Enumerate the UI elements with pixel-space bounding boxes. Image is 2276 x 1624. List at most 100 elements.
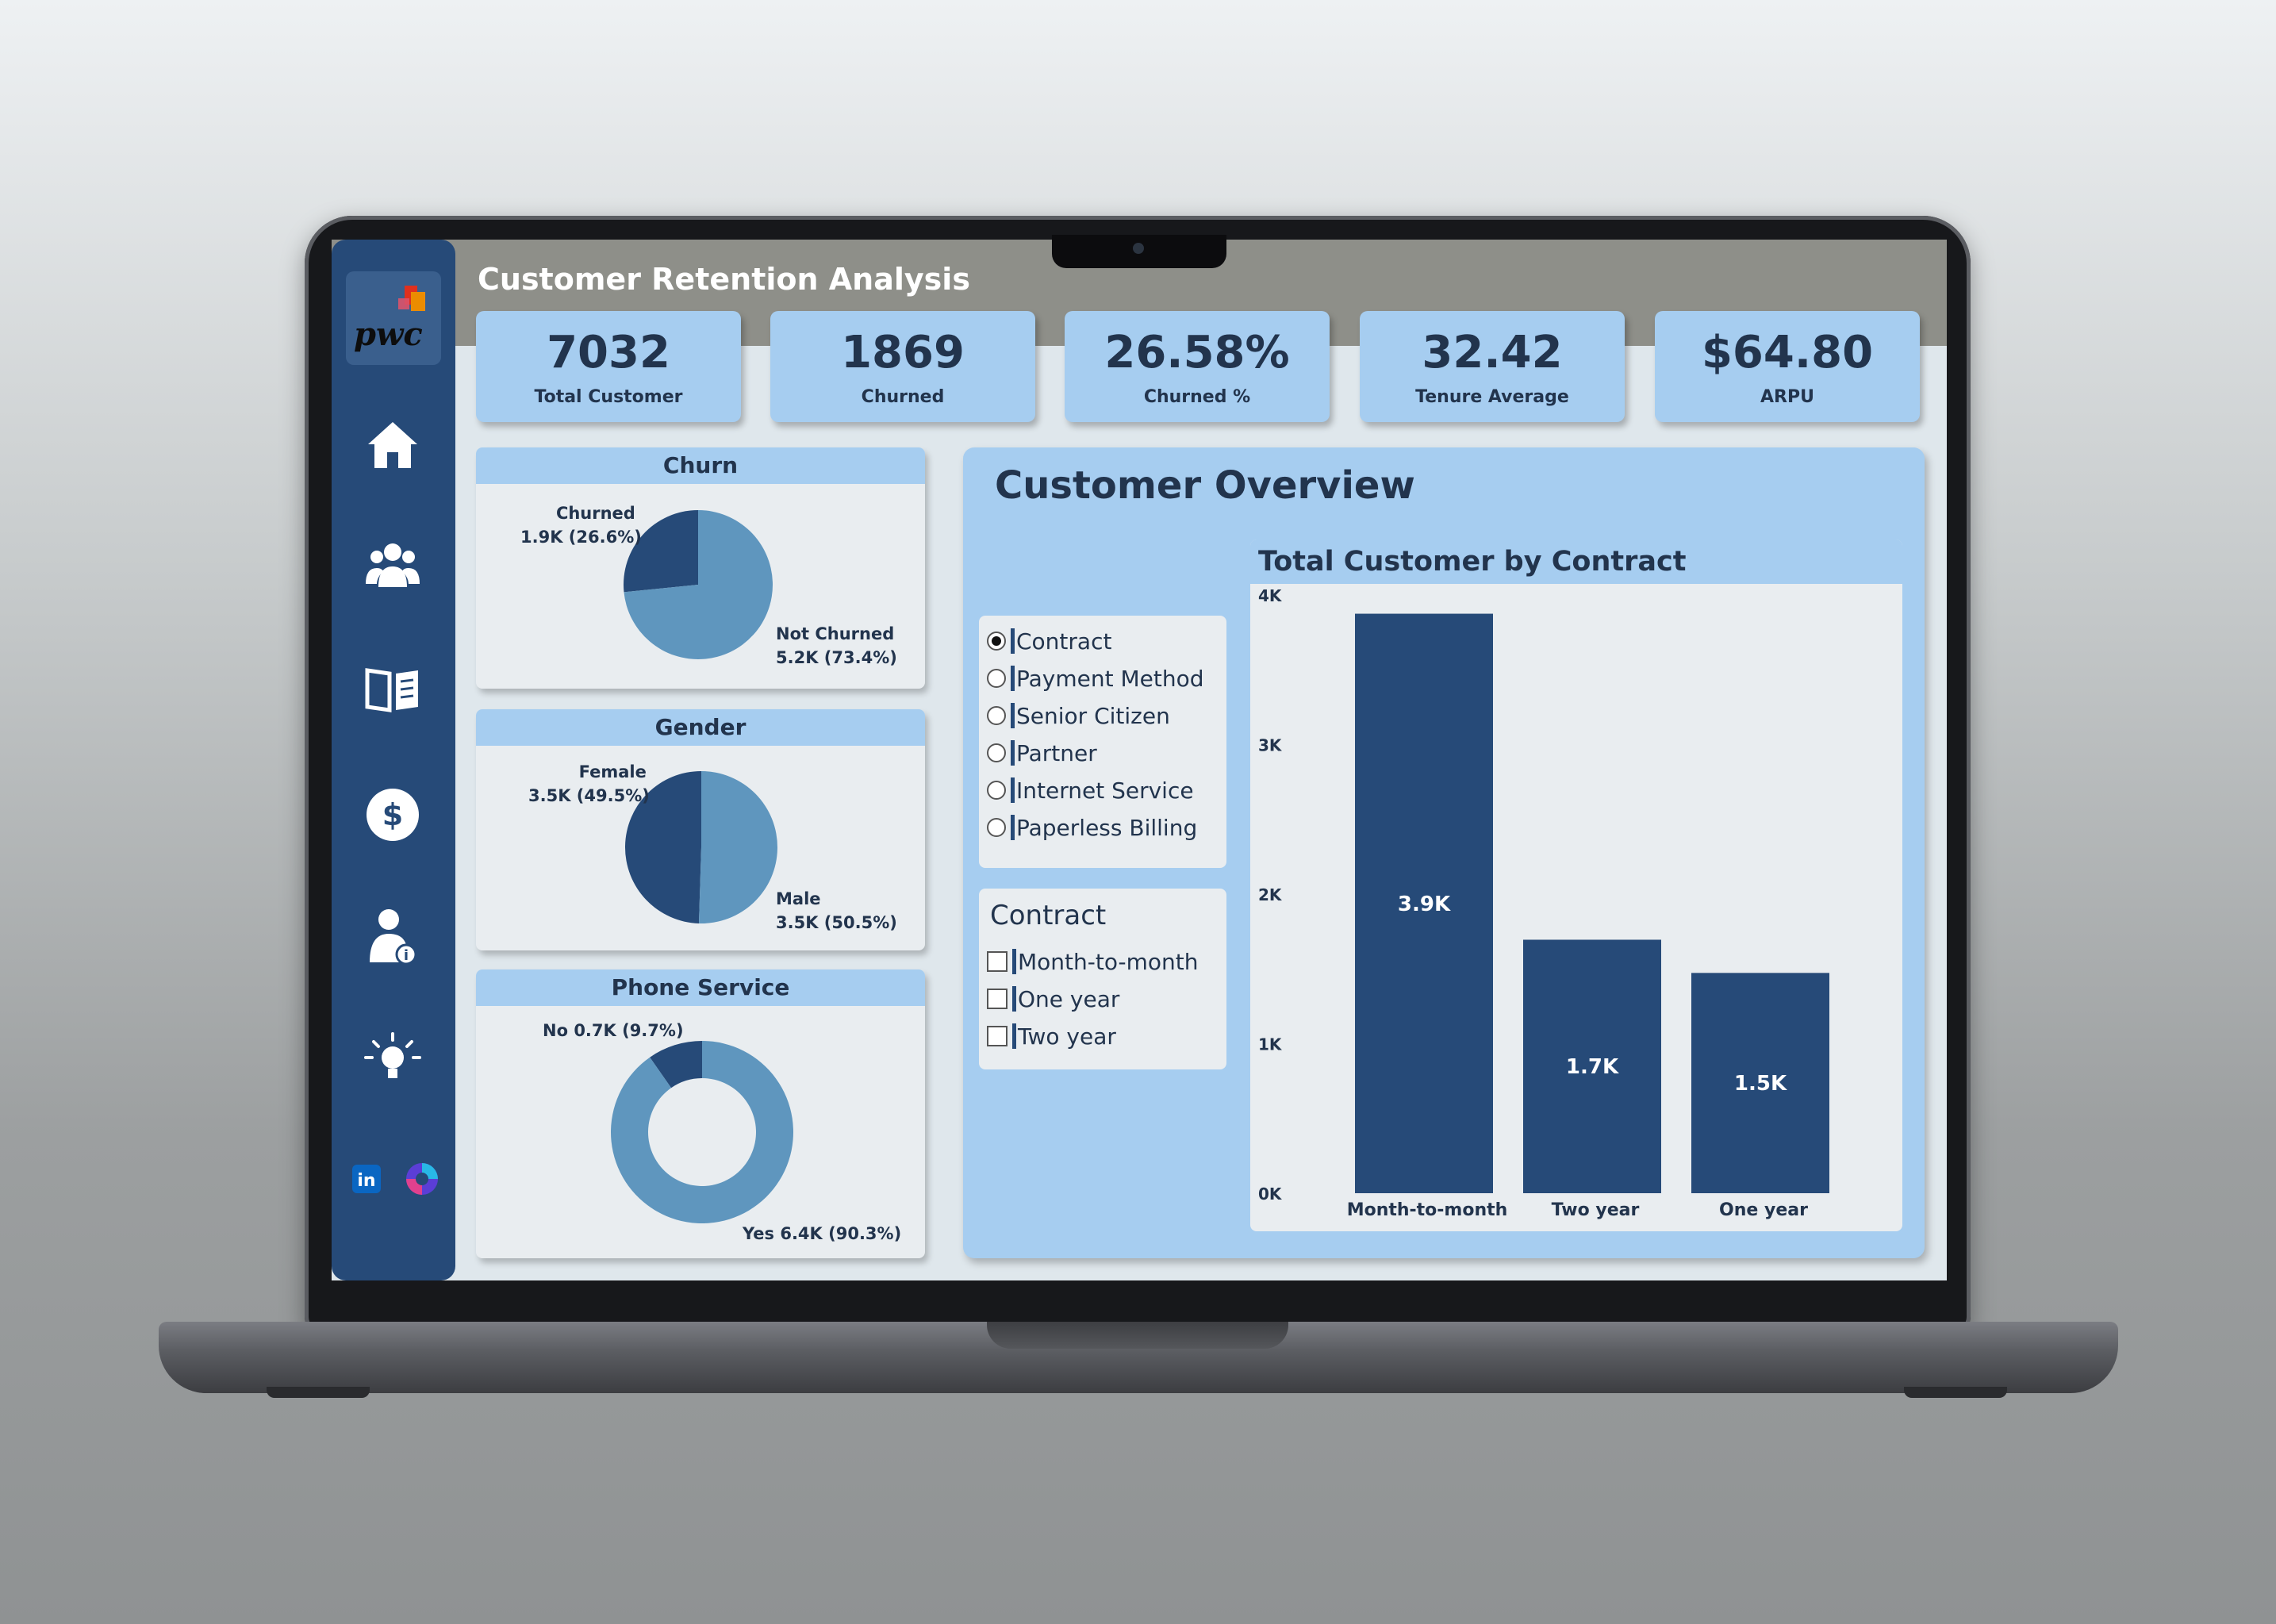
checkbox[interactable] xyxy=(987,989,1008,1009)
kpi-tenure-average: 32.42 Tenure Average xyxy=(1360,311,1625,422)
churn-label-not-churned: Not Churned 5.2K (73.4%) xyxy=(776,622,897,670)
phone-service-donut-chart[interactable] xyxy=(609,1033,795,1231)
bar-data-label: 1.5K xyxy=(1734,1072,1787,1096)
pie-slice-churned[interactable] xyxy=(624,510,698,593)
kpi-label: Total Customer xyxy=(534,387,683,407)
kpi-value: 26.58% xyxy=(1104,327,1290,378)
option-label: Contract xyxy=(1016,628,1112,655)
slice-value: 3.5K (50.5%) xyxy=(776,913,897,932)
home-icon[interactable] xyxy=(362,414,424,476)
kpi-value: 7032 xyxy=(547,327,670,378)
bar-month-to-month[interactable] xyxy=(1355,613,1493,1193)
gender-label-male: Male 3.5K (50.5%) xyxy=(776,887,897,935)
radio[interactable] xyxy=(987,669,1006,688)
checkbox[interactable] xyxy=(987,1026,1008,1046)
svg-text:$: $ xyxy=(382,797,403,832)
dimension-option-senior-citizen[interactable]: Senior Citizen xyxy=(987,698,1170,733)
y-tick-label: 3K xyxy=(1258,736,1283,755)
phone-label-yes: Yes 6.4K (90.3%) xyxy=(743,1224,902,1243)
bar-data-label: 3.9K xyxy=(1398,893,1451,916)
chart-title: Total Customer by Contract xyxy=(1250,539,1902,584)
radio[interactable] xyxy=(987,743,1006,762)
pie-slice-male[interactable] xyxy=(698,771,777,923)
book-icon[interactable] xyxy=(362,658,424,720)
contract-bar-chart: 0K 1K 2K 3K 4K 3.9K Month-to-month 1.7K Two year… xyxy=(1258,586,1829,1220)
dimension-option-payment-method[interactable]: Payment Method xyxy=(987,661,1204,696)
slice-name: Female xyxy=(578,762,647,781)
logo-text: pwc xyxy=(354,316,423,353)
kpi-label: Churned xyxy=(861,387,945,407)
svg-text:i: i xyxy=(404,947,409,964)
x-tick-label: One year xyxy=(1719,1200,1808,1220)
pie-slice-not-churned[interactable] xyxy=(624,510,773,659)
laptop-foot-left xyxy=(267,1387,370,1398)
checkbox[interactable] xyxy=(987,951,1008,972)
gender-panel-title: Gender xyxy=(476,709,925,746)
portfolio-icon[interactable] xyxy=(403,1160,441,1198)
churn-pie-chart[interactable] xyxy=(619,503,777,666)
slice-name: Not Churned xyxy=(776,624,895,643)
bar-data-label: 1.7K xyxy=(1566,1055,1619,1079)
slice-name: Churned xyxy=(555,504,635,523)
dimension-option-contract[interactable]: Contract xyxy=(987,624,1111,658)
option-label: Internet Service xyxy=(1016,777,1194,804)
y-tick-label: 1K xyxy=(1258,1035,1283,1054)
dimension-option-partner[interactable]: Partner xyxy=(987,735,1097,770)
pie-slice-no[interactable] xyxy=(650,1041,702,1088)
y-tick-label: 2K xyxy=(1258,885,1283,904)
y-tick-label: 0K xyxy=(1258,1184,1283,1204)
x-tick-label: Month-to-month xyxy=(1347,1200,1508,1220)
radio-selected[interactable] xyxy=(987,632,1006,651)
radio[interactable] xyxy=(987,781,1006,800)
phone-service-panel-title: Phone Service xyxy=(476,969,925,1006)
laptop-base-notch xyxy=(987,1322,1288,1349)
customer-overview-title: Customer Overview xyxy=(995,463,1415,508)
sidebar: pwc $ i in xyxy=(332,240,455,1280)
phone-label-no: No 0.7K (9.7%) xyxy=(543,1021,684,1040)
contract-filter-title: Contract xyxy=(990,900,1107,931)
idea-icon[interactable] xyxy=(362,1030,424,1092)
filter-option-one-year[interactable]: One year xyxy=(987,981,1119,1016)
churn-panel-title: Churn xyxy=(476,447,925,484)
dashboard-screen: Customer Retention Analysis pwc $ i xyxy=(332,240,1947,1280)
dimension-option-paperless-billing[interactable]: Paperless Billing xyxy=(987,810,1197,845)
gender-pie-chart[interactable] xyxy=(624,766,779,928)
bar-one-year[interactable] xyxy=(1691,973,1829,1193)
kpi-arpu: $64.80 ARPU xyxy=(1655,311,1920,422)
slice-value: 5.2K (73.4%) xyxy=(776,648,897,667)
churn-panel: Churn Churned 1.9K (26.6%) Not Churned 5… xyxy=(476,447,925,689)
kpi-value: 32.42 xyxy=(1422,327,1563,378)
slice-name: Male xyxy=(776,889,821,908)
radio[interactable] xyxy=(987,706,1006,725)
pwc-logo: pwc xyxy=(346,271,441,365)
kpi-churned-percent: 26.58% Churned % xyxy=(1065,311,1330,422)
option-label: Two year xyxy=(1018,1023,1116,1050)
kpi-label: ARPU xyxy=(1760,387,1814,407)
filter-option-two-year[interactable]: Two year xyxy=(987,1019,1116,1054)
camera-icon xyxy=(1133,243,1144,254)
option-label: One year xyxy=(1018,985,1120,1012)
bar-two-year[interactable] xyxy=(1523,939,1661,1193)
users-icon[interactable] xyxy=(362,535,424,597)
radio[interactable] xyxy=(987,818,1006,837)
filter-option-month-to-month[interactable]: Month-to-month xyxy=(987,944,1198,979)
option-label: Month-to-month xyxy=(1018,948,1199,975)
dimension-option-internet-service[interactable]: Internet Service xyxy=(987,773,1194,808)
user-info-icon[interactable]: i xyxy=(362,906,424,968)
x-tick-label: Two year xyxy=(1552,1200,1640,1220)
option-label: Partner xyxy=(1016,739,1097,766)
kpi-value: $64.80 xyxy=(1701,327,1874,378)
contract-filter: Contract Month-to-month One year Two yea… xyxy=(979,889,1226,1069)
dollar-icon[interactable]: $ xyxy=(362,784,424,846)
page-title: Customer Retention Analysis xyxy=(478,262,970,297)
phone-service-panel: Phone Service No 0.7K (9.7%) Yes 6.4K (9… xyxy=(476,969,925,1258)
slice-value: 1.9K (26.6%) xyxy=(520,528,642,547)
gender-label-female: Female 3.5K (49.5%) xyxy=(528,760,650,808)
pie-slice-yes[interactable] xyxy=(611,1041,793,1223)
kpi-label: Tenure Average xyxy=(1415,387,1569,407)
y-tick-label: 4K xyxy=(1258,586,1283,605)
kpi-value: 1869 xyxy=(841,327,965,378)
linkedin-icon[interactable]: in xyxy=(347,1160,386,1198)
pie-slice-female[interactable] xyxy=(624,771,701,923)
kpi-label: Churned % xyxy=(1143,387,1251,407)
